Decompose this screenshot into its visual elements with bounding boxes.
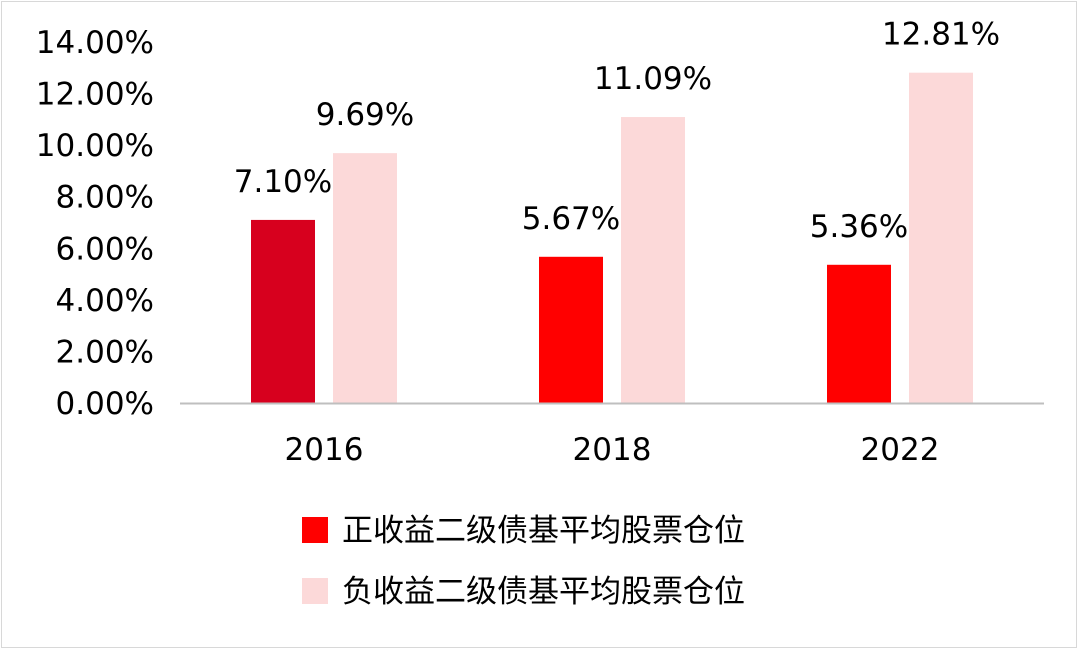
data-label-series-2-2022: 12.81% [882, 17, 1000, 53]
bars [251, 72, 973, 403]
y-tick-label: 4.00% [56, 283, 154, 319]
y-tick-label: 12.00% [36, 77, 154, 113]
legend-swatch-1 [302, 517, 328, 543]
bar-series-1-2018 [539, 256, 603, 403]
bar-series-2-2018 [621, 117, 685, 403]
y-tick-label: 10.00% [36, 128, 154, 164]
x-category-label: 2022 [861, 432, 940, 468]
x-category-label: 2016 [285, 432, 364, 468]
y-axis-tick-labels: 0.00% 2.00% 4.00% 6.00% 8.00% 10.00% 12.00% 14.… [36, 25, 154, 422]
data-label-series-1-2016: 7.10% [234, 164, 332, 200]
bar-series-1-2022 [827, 264, 891, 403]
legend-label-2: 负收益二级债基平均股票仓位 [342, 574, 745, 610]
y-tick-label: 2.00% [56, 334, 154, 370]
data-label-series-1-2018: 5.67% [522, 201, 620, 237]
x-axis-category-labels: 2016 2018 2022 [285, 432, 940, 468]
data-label-series-1-2022: 5.36% [810, 209, 908, 245]
legend-swatch-2 [302, 578, 328, 604]
data-label-series-2-2018: 11.09% [594, 61, 712, 97]
y-tick-label: 0.00% [56, 386, 154, 422]
y-tick-label: 6.00% [56, 231, 154, 267]
legend-label-1: 正收益二级债基平均股票仓位 [342, 513, 745, 549]
y-tick-label: 14.00% [36, 25, 154, 61]
bar-series-1-2016 [251, 219, 315, 403]
data-label-series-2-2016: 9.69% [316, 97, 414, 133]
bar-series-2-2016 [333, 153, 397, 403]
bar-series-2-2022 [909, 72, 973, 403]
y-tick-label: 8.00% [56, 180, 154, 216]
data-labels: 7.10% 9.69% 5.67% 11.09% 5.36% 12.81% [234, 17, 1000, 245]
x-category-label: 2018 [573, 432, 652, 468]
